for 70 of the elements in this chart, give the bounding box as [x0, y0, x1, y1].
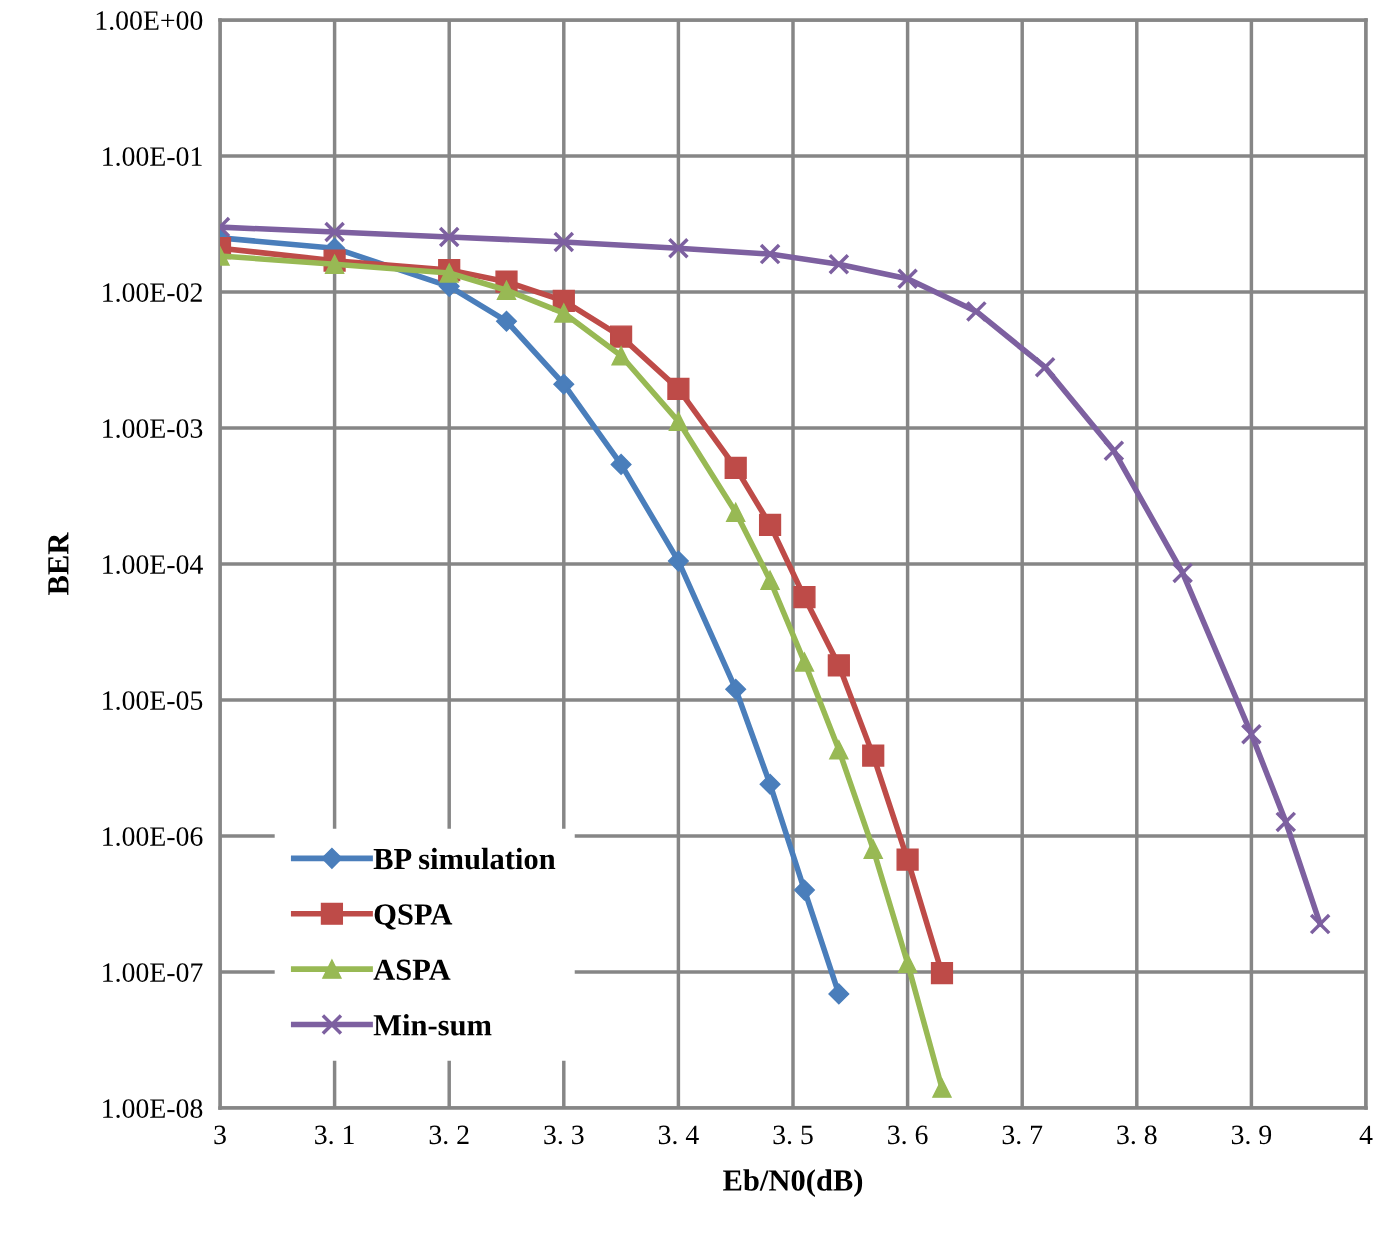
y-tick-label: 1.00E-05: [103, 691, 203, 711]
legend-label: BP simulation: [373, 847, 556, 870]
y-tick-label: 1.00E-02: [103, 283, 202, 303]
x-axis-title: Eb/N0(dB): [723, 1169, 863, 1198]
x-tick-label: 3. 7: [1002, 1125, 1043, 1145]
x-tick-label: 3. 6: [888, 1125, 928, 1145]
point: [438, 226, 460, 248]
y-axis-title: BER: [48, 532, 69, 595]
y-tick-label: 1.00E-03: [103, 419, 203, 439]
point: [323, 221, 346, 243]
legend-label: ASPA: [373, 959, 451, 981]
point: [932, 1078, 952, 1098]
legend-label: QSPA: [374, 904, 453, 930]
point: [897, 953, 918, 973]
y-tick-label: 1.00E-06: [103, 827, 203, 847]
point: [793, 879, 815, 901]
point: [828, 253, 850, 276]
y-tick-label: 1.00E+00: [96, 11, 203, 31]
x-tick-label: 3. 5: [773, 1125, 813, 1145]
point: [759, 773, 781, 795]
point: [1034, 356, 1056, 378]
point: [495, 310, 518, 332]
legend-label: Min-sum: [373, 1014, 492, 1036]
y-tick-label: 1.00E-07: [103, 963, 203, 983]
point: [725, 502, 746, 523]
x-tick-label: 3. 2: [429, 1125, 469, 1145]
point: [1171, 562, 1194, 584]
x-tick-label: 3. 4: [658, 1125, 699, 1145]
point: [610, 453, 632, 475]
point: [439, 263, 459, 283]
point: [553, 231, 575, 253]
point: [725, 678, 747, 700]
point: [1309, 913, 1331, 935]
y-tick-label: 1.00E-08: [103, 1099, 203, 1119]
point: [794, 652, 815, 672]
point: [760, 570, 780, 590]
x-tick-label: 3. 1: [315, 1125, 354, 1145]
y-tick-label: 1.00E-01: [103, 147, 202, 167]
point: [827, 654, 850, 677]
x-tick-label: 3. 3: [544, 1125, 584, 1145]
point: [862, 744, 885, 767]
point: [553, 373, 575, 395]
point: [930, 962, 954, 985]
point: [1240, 723, 1263, 746]
point: [496, 280, 517, 300]
point: [609, 325, 633, 348]
point: [759, 243, 781, 265]
point: [324, 254, 345, 274]
point: [965, 300, 988, 323]
point: [667, 550, 689, 572]
point: [667, 237, 690, 259]
point: [724, 456, 747, 479]
point: [829, 740, 849, 760]
y-tick-label: 1.00E-04: [103, 555, 203, 575]
point: [793, 586, 816, 609]
point: [896, 848, 919, 871]
point: [1275, 811, 1297, 833]
point: [758, 513, 782, 536]
point: [611, 345, 631, 366]
point: [668, 411, 689, 432]
point: [1103, 440, 1125, 462]
x-tick-label: 3: [214, 1125, 226, 1145]
point: [896, 268, 919, 290]
x-tick-label: 4: [1359, 1125, 1373, 1144]
x-tick-label: 3. 9: [1231, 1125, 1272, 1145]
x-tick-label: 3. 8: [1117, 1125, 1157, 1145]
point: [554, 303, 574, 323]
point: [828, 983, 850, 1005]
point: [667, 377, 690, 400]
point: [863, 839, 883, 859]
